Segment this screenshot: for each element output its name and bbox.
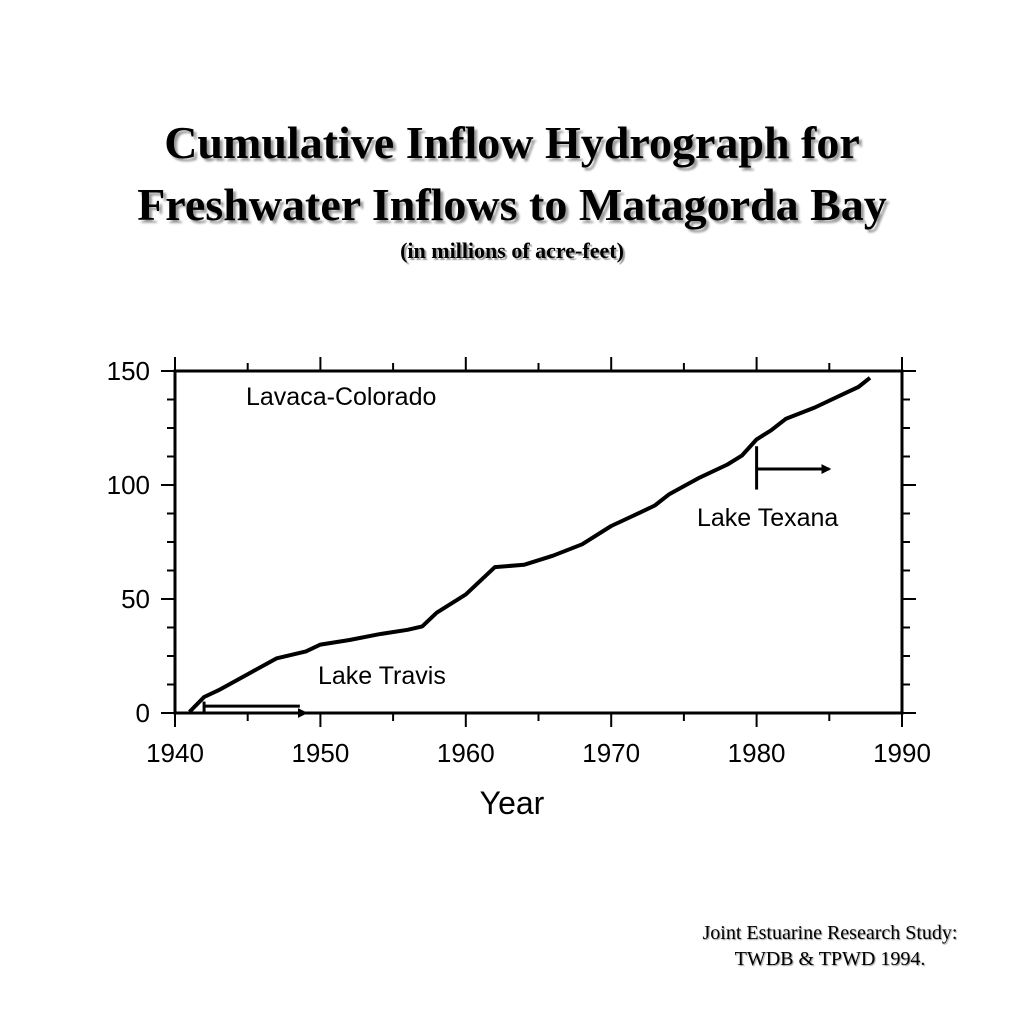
y-tick-label: 50 [121, 584, 150, 614]
x-tick-label: 1940 [146, 738, 204, 768]
x-axis-label: Year [480, 785, 545, 821]
series-layer [188, 376, 872, 714]
source-citation: Joint Estuarine Research Study: TWDB & T… [640, 920, 1020, 972]
x-tick-label: 1980 [728, 738, 786, 768]
source-line-2: TWDB & TPWD 1994. [734, 948, 926, 970]
series-label-lavaca-colorado: Lavaca-Colorado [246, 383, 436, 411]
title-line-2: Freshwater Inflows to Matagorda Bay [137, 179, 887, 230]
x-tick-label: 1970 [582, 738, 640, 768]
x-tick-label: 1960 [437, 738, 495, 768]
y-tick-label: 0 [136, 698, 150, 728]
y-tick-label: 100 [107, 470, 150, 500]
axis-tick-labels: 1940 1950 1960 1970 1980 1990 0 50 100 150 [107, 356, 931, 768]
lake-travis-label: Lake Travis [318, 662, 446, 690]
plot-frame [173, 369, 904, 715]
slide-title: Cumulative Inflow Hydrograph for Freshwa… [0, 112, 1024, 236]
x-tick-label: 1950 [291, 738, 349, 768]
x-tick-label: 1990 [873, 738, 931, 768]
annotations-layer: Lake Travis Lake Texana [202, 446, 838, 718]
source-line-1: Joint Estuarine Research Study: [702, 922, 958, 944]
title-line-1: Cumulative Inflow Hydrograph for [164, 117, 860, 168]
lake-texana-label: Lake Texana [697, 504, 838, 532]
slide-subtitle: (in millions of acre-feet) [400, 238, 624, 263]
series-line-lavaca-colorado [188, 376, 872, 714]
y-tick-label: 150 [107, 356, 150, 386]
